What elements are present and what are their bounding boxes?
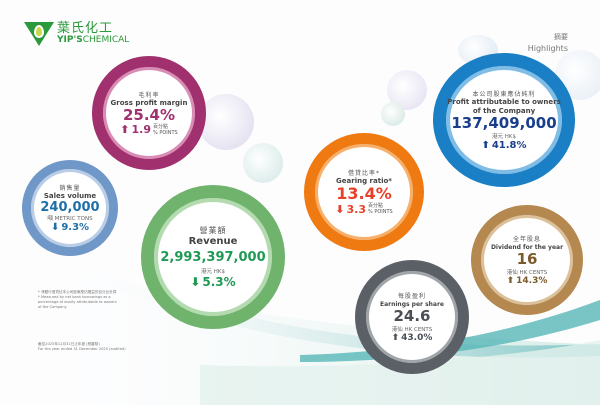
sales-volume-label: Sales volume bbox=[43, 191, 97, 200]
eps-label-cn: 每股盈利 bbox=[397, 293, 426, 301]
decor-circle bbox=[243, 143, 283, 183]
profit-label: Profit attributable to owners bbox=[447, 98, 561, 107]
change-value: 3.3 bbox=[346, 202, 366, 216]
arrow-up-icon: ⬆ bbox=[391, 332, 400, 343]
dividend-ring: 全年股息 Dividend for the year 16 港仙 HK CENT… bbox=[471, 205, 583, 315]
change-value: 1.9 bbox=[131, 123, 151, 137]
reporting-period: 截至2025年12月31日止年度 (經審核) For the year ende… bbox=[38, 342, 126, 352]
revenue-ring: 營業額 Revenue 2,993,397,000 港元 HK$ ⬇ 5.3% bbox=[141, 185, 285, 329]
revenue-label-cn: 營業額 bbox=[199, 225, 227, 235]
profit-label-line2: of the Company bbox=[472, 107, 536, 116]
gross-profit-label-cn: 毛利率 bbox=[138, 91, 160, 99]
dividend-unit: 港仙 HK CENTS bbox=[506, 269, 548, 276]
gearing-change: ⬇ 3.3 百分點% POINTS bbox=[335, 203, 392, 216]
change-value: 41.8% bbox=[491, 139, 527, 151]
gearing-value: 13.4% bbox=[336, 184, 392, 204]
arrow-up-icon: ⬆ bbox=[120, 123, 130, 137]
arrow-down-icon: ⬇ bbox=[335, 202, 345, 216]
eps-change: ⬆ 43.0% bbox=[392, 333, 433, 343]
arrow-up-icon: ⬆ bbox=[506, 275, 515, 286]
profit-unit: 港元 HK$ bbox=[492, 133, 516, 140]
change-value: 14.3% bbox=[516, 275, 548, 286]
gearing-label-cn: 借貸比率* bbox=[347, 170, 380, 178]
change-unit: 百分點% POINTS bbox=[152, 123, 178, 136]
arrow-down-icon: ⬇ bbox=[190, 275, 201, 290]
profit-change: ⬆ 41.8% bbox=[481, 140, 526, 151]
revenue-value: 2,993,397,000 bbox=[160, 249, 266, 265]
dividend-label: Dividend for the year bbox=[490, 244, 564, 252]
eps-label: Earnings per share bbox=[380, 301, 444, 309]
sales-volume-label-cn: 銷售量 bbox=[59, 184, 81, 192]
change-value: 9.3% bbox=[61, 222, 90, 234]
decor-circle bbox=[381, 102, 405, 126]
gearing-label: Gearing ratio* bbox=[336, 177, 392, 186]
revenue-label: Revenue bbox=[188, 235, 238, 247]
footnote-cn: * 淨銀行借貸佔本公司股東應佔權益的百分比計算 bbox=[38, 290, 117, 294]
arrow-up-icon: ⬆ bbox=[481, 139, 490, 151]
dividend-change: ⬆ 14.3% bbox=[507, 276, 548, 286]
period-en: For the year ended 31 December 2025 (aud… bbox=[38, 347, 126, 351]
gross-profit-margin-ring: 毛利率 Gross profit margin 25.4% ⬆ 1.9 百分點%… bbox=[92, 56, 206, 170]
period-cn: 截至2025年12月31日止年度 (經審核) bbox=[38, 342, 100, 346]
sales-volume-change: ⬇ 9.3% bbox=[51, 222, 89, 233]
earnings-per-share-ring: 每股盈利 Earnings per share 24.6 港仙 HK CENTS… bbox=[355, 260, 469, 374]
sales-volume-unit: 噸 METRIC TONS bbox=[47, 216, 93, 223]
change-unit: 百分點% POINTS bbox=[367, 203, 393, 216]
sales-volume-ring: 銷售量 Sales volume 240,000 噸 METRIC TONS ⬇… bbox=[22, 160, 118, 256]
change-value: 5.3% bbox=[202, 275, 236, 290]
eps-value: 24.6 bbox=[393, 307, 431, 326]
dividend-label-cn: 全年股息 bbox=[512, 236, 541, 244]
logo-drop-icon bbox=[24, 22, 54, 48]
dividend-value: 16 bbox=[516, 250, 538, 269]
section-title-cn: 摘要 bbox=[554, 33, 568, 41]
eps-unit: 港仙 HK CENTS bbox=[391, 326, 433, 333]
logo-en: YIP'SCHEMICAL bbox=[57, 35, 130, 45]
section-title-en: Highlights bbox=[527, 44, 568, 53]
revenue-unit: 港元 HK$ bbox=[201, 269, 225, 276]
section-title: 摘要 Highlights bbox=[528, 32, 568, 54]
gross-profit-label: Gross profit margin bbox=[110, 98, 188, 107]
footnote-en: * Measured by net bank borrowings as a p… bbox=[38, 295, 117, 309]
profit-label-cn: 本公司股東應佔純利 bbox=[472, 91, 536, 99]
gross-profit-change: ⬆ 1.9 百分點% POINTS bbox=[120, 123, 177, 136]
revenue-change: ⬇ 5.3% bbox=[190, 275, 235, 289]
profit-value: 137,409,000 bbox=[451, 114, 557, 133]
profit-attributable-ring: 本公司股東應佔純利 Profit attributable to owners … bbox=[433, 53, 575, 187]
footnote: * 淨銀行借貸佔本公司股東應佔權益的百分比計算 * Measured by ne… bbox=[38, 290, 120, 310]
logo-cn: 葉氏化工 bbox=[57, 21, 114, 36]
sales-volume-value: 240,000 bbox=[40, 199, 100, 215]
change-value: 43.0% bbox=[401, 332, 433, 343]
gross-profit-value: 25.4% bbox=[122, 105, 176, 124]
company-logo: 葉氏化工 YIP'SCHEMICAL bbox=[24, 22, 129, 48]
decor-circle bbox=[198, 94, 254, 150]
gearing-ratio-ring: 借貸比率* Gearing ratio* 13.4% ⬇ 3.3 百分點% PO… bbox=[304, 133, 424, 251]
arrow-down-icon: ⬇ bbox=[50, 222, 60, 234]
